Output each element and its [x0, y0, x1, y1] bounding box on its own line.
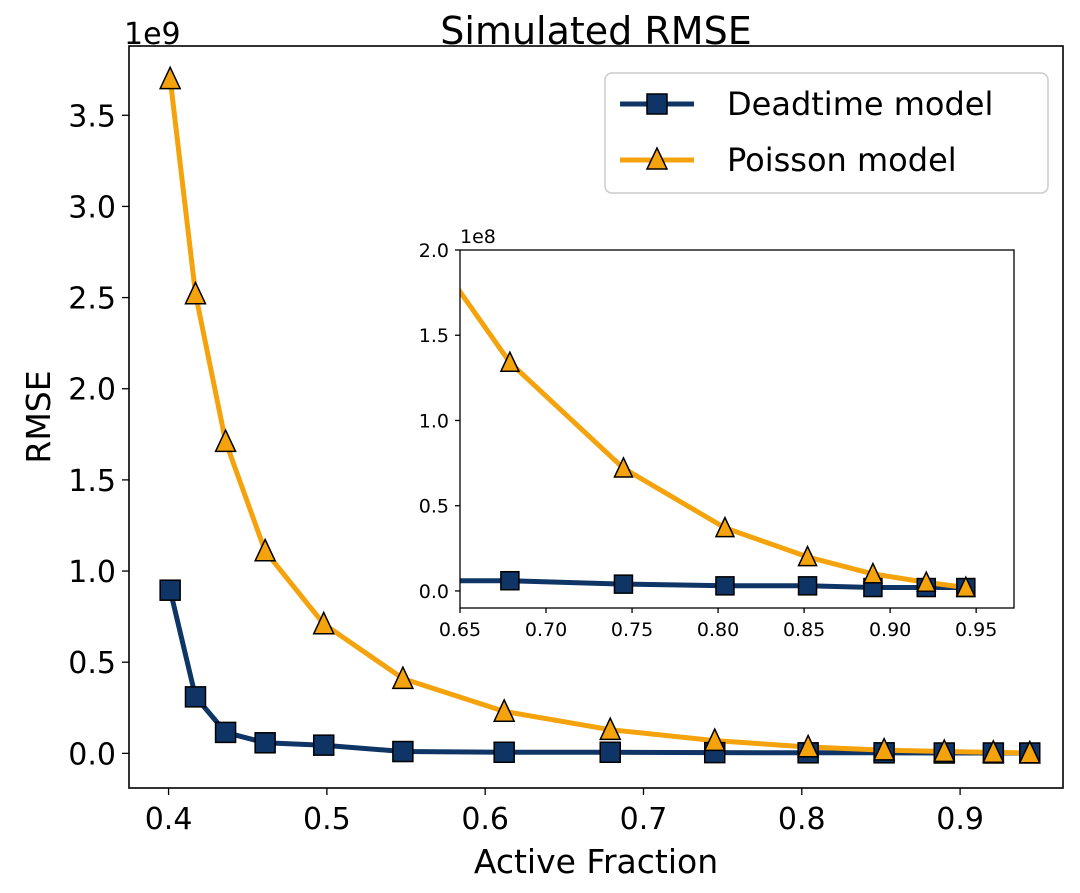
poisson-point	[796, 733, 820, 758]
poisson-point	[613, 456, 634, 478]
y-tick-label: 2.0	[68, 373, 116, 408]
x-tick-label: 0.75	[611, 619, 653, 641]
x-tick-label: 0.70	[525, 619, 567, 641]
legend: Deadtime model Poisson model	[604, 72, 1049, 194]
poisson-point	[312, 610, 335, 635]
y-axis-label: RMSE	[19, 370, 58, 463]
inset-axes-frame	[459, 249, 1015, 609]
main-axes-ticks: 0.4 0.5 0.6 0.7 0.8 0.9 0.0 0.5 1.0 1.5 2.0 2.5 3.0 3…	[68, 99, 984, 837]
legend-deadtime-label: Deadtime model	[727, 85, 993, 123]
y-tick-label: 0.0	[68, 737, 116, 772]
deadtime-point	[159, 579, 181, 601]
deadtime-point	[312, 734, 335, 756]
deadtime-point	[214, 721, 237, 744]
poisson-point	[214, 428, 237, 453]
legend-poisson-label: Poisson model	[727, 141, 957, 179]
poisson-point	[916, 570, 937, 592]
poisson-point	[872, 736, 896, 761]
deadtime-point	[599, 741, 621, 764]
poisson-point	[714, 515, 736, 538]
x-tick-label: 0.90	[869, 619, 911, 641]
poisson-point	[797, 544, 818, 567]
x-tick-label: 0.85	[783, 619, 825, 641]
poisson-point	[499, 350, 521, 373]
x-tick-label: 0.95	[955, 619, 997, 641]
y-tick-label: 1.0	[68, 555, 116, 590]
poisson-point	[982, 739, 1005, 763]
legend-box	[604, 72, 1049, 194]
y-tick-label: 0.0	[419, 581, 449, 603]
poisson-point	[184, 280, 207, 305]
poisson-point	[493, 698, 516, 722]
main-plot-area	[158, 65, 1041, 764]
poisson-point	[1018, 739, 1041, 764]
poisson-point	[703, 727, 726, 752]
deadtime-point	[184, 686, 207, 708]
y-tick-label: 1.5	[419, 325, 449, 347]
x-tick-label: 0.5	[303, 802, 351, 837]
poisson-point	[391, 665, 415, 690]
poisson-point	[933, 738, 956, 763]
deadtime-point	[797, 576, 818, 596]
poisson-point	[862, 561, 884, 584]
x-tick-label: 0.8	[778, 802, 826, 837]
inset-plot-area	[460, 287, 977, 598]
inset-background	[460, 250, 1014, 608]
y-tick-label: 3.0	[68, 190, 116, 225]
main-axes-frame	[128, 45, 1064, 789]
x-tick-label: 0.6	[461, 802, 509, 837]
deadtime-point	[493, 741, 515, 764]
y-tick-label: 1.5	[68, 464, 116, 499]
deadtime-point	[613, 574, 634, 594]
deadtime-point	[254, 732, 276, 754]
y-tick-label: 0.5	[68, 646, 116, 681]
poisson-point	[253, 537, 277, 562]
x-tick-label: 0.9	[936, 802, 984, 837]
x-tick-label: 0.7	[620, 802, 668, 837]
legend-deadtime-square-marker	[646, 93, 668, 115]
inset-axes-ticks: 0.65 0.70 0.75 0.80 0.85 0.90 0.95 0.0 0.5 1.0 1.5…	[419, 240, 998, 641]
y-tick-label: 3.5	[68, 99, 116, 134]
deadtime-point	[500, 570, 520, 591]
poisson-point	[599, 716, 622, 741]
poisson-point	[955, 575, 977, 598]
legend-poisson-triangle-marker	[645, 146, 669, 170]
x-axis-label: Active Fraction	[474, 842, 718, 881]
deadtime-point	[392, 740, 414, 763]
x-tick-label: 0.65	[439, 619, 481, 641]
poisson-point	[158, 65, 182, 90]
deadtime-point	[715, 576, 735, 596]
x-tick-label: 0.4	[145, 802, 193, 837]
y-tick-label: 2.5	[68, 282, 116, 317]
inset-chart: 0.65 0.70 0.75 0.80 0.85 0.90 0.95 0.0 0.5 1.0 1.5…	[419, 226, 1015, 641]
x-tick-label: 0.80	[697, 619, 739, 641]
y-tick-label: 2.0	[419, 240, 449, 262]
y-tick-label: 1.0	[419, 410, 449, 432]
inset-y-scale-label: 1e8	[460, 226, 496, 248]
y-tick-label: 0.5	[419, 496, 449, 518]
